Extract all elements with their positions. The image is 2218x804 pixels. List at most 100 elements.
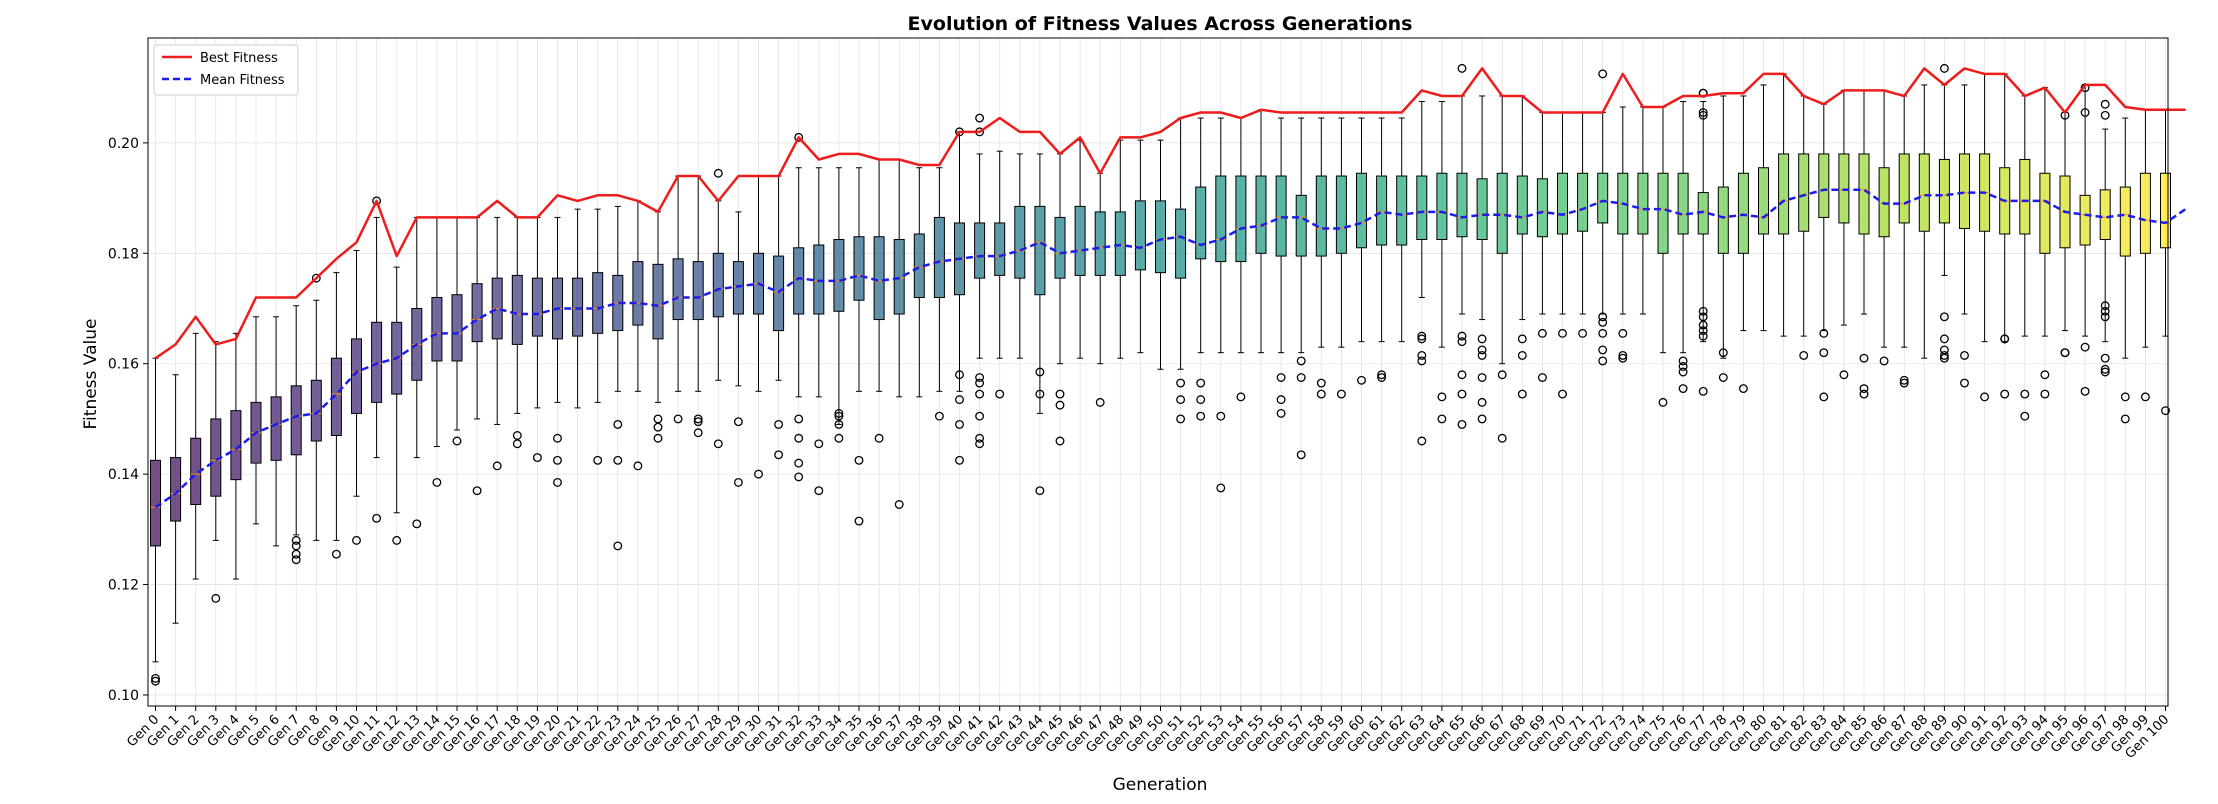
box-plot-gen-74 (1637, 106, 1649, 315)
box-plot-gen-15 (451, 216, 463, 431)
box-plot-gen-26 (672, 175, 684, 392)
box-plot-gen-87 (1898, 95, 1910, 348)
flier-point (352, 535, 361, 545)
flier-point (814, 439, 824, 449)
flier-point (794, 414, 804, 424)
flier-point (975, 433, 985, 443)
flier-point (2100, 367, 2110, 377)
box-body (732, 261, 744, 315)
flier-point (1698, 306, 1708, 316)
flier-point (1437, 392, 1447, 402)
box-plot-gen-35 (853, 167, 865, 392)
flier-point (1417, 356, 1427, 366)
flier-point (1558, 389, 1567, 399)
flier-point (432, 477, 442, 487)
box-body (2139, 172, 2151, 254)
box-body (1255, 175, 1267, 254)
flier-point (1960, 378, 1969, 388)
flier-point (1276, 408, 1286, 418)
legend-best-fitness-label: Best Fitness (200, 51, 278, 66)
plot-frame (147, 37, 2169, 707)
box-plot-gen-44 (1034, 153, 1046, 414)
box-plot-gen-83 (1818, 103, 1830, 332)
flier-point (1819, 392, 1829, 402)
box-plot-gen-55 (1255, 109, 1267, 354)
flier-point (955, 395, 964, 405)
flier-point (1859, 389, 1869, 399)
y-tick-label: 0.14 (108, 467, 139, 483)
flier-point (1316, 389, 1326, 399)
y-tick-label: 0.10 (108, 688, 139, 704)
box-body (1134, 200, 1146, 271)
box-plot-gen-67 (1496, 95, 1508, 365)
box-plot-gen-62 (1396, 117, 1408, 343)
box-plot-gen-84 (1838, 89, 1850, 326)
flier-point (2100, 99, 2110, 109)
box-body (1436, 172, 1448, 241)
flier-point (1296, 450, 1306, 460)
flier-point (653, 414, 663, 424)
box-body (1798, 153, 1810, 232)
flier-point (1658, 397, 1668, 407)
box-plot-gen-9 (330, 272, 342, 541)
flier-point (1698, 326, 1708, 336)
box-body (451, 294, 463, 362)
flier-point (2080, 386, 2090, 396)
flier-point (774, 450, 784, 460)
flier-point (1457, 370, 1467, 380)
box-body (431, 296, 443, 362)
box-plot-gen-52 (1195, 117, 1207, 354)
flier-point (1216, 411, 1226, 421)
flier-point (1357, 375, 1366, 385)
flier-point (1598, 356, 1608, 366)
flier-point (1417, 436, 1427, 446)
flier-point (1417, 334, 1427, 344)
box-plot-gen-29 (732, 211, 744, 387)
box-plot-gen-94 (2039, 87, 2051, 337)
flier-point (854, 455, 864, 465)
flier-point (613, 419, 623, 429)
flier-point (1939, 63, 1949, 73)
flier-point (1718, 373, 1728, 382)
flier-point (733, 477, 743, 487)
flier-point (1537, 373, 1547, 382)
box-body (1235, 175, 1247, 263)
flier-point (1276, 373, 1286, 382)
box-body (1476, 178, 1488, 241)
box-body (1416, 175, 1428, 241)
box-plot-gen-6 (270, 316, 282, 547)
flier-point (2080, 342, 2090, 352)
flier-point (1276, 395, 1286, 405)
flier-point (1618, 350, 1628, 360)
flier-point (1477, 350, 1487, 360)
box-body (1717, 186, 1729, 254)
box-plot-gen-7 (290, 305, 302, 536)
flier-point (1578, 328, 1588, 338)
flier-point (1939, 345, 1949, 355)
box-body (1496, 172, 1508, 254)
box-plot-gen-78 (1717, 95, 1729, 359)
box-body (1778, 153, 1790, 235)
box-body (1396, 175, 1408, 246)
flier-point (1558, 328, 1567, 338)
box-body (1315, 175, 1327, 257)
flier-point (693, 414, 703, 424)
box-plot-gen-56 (1275, 117, 1287, 354)
flier-point (1939, 334, 1949, 344)
box-plot-gen-68 (1516, 95, 1528, 321)
box-body (2160, 172, 2171, 249)
grid-lines (148, 38, 2168, 706)
box-body (893, 239, 905, 315)
flier-point (1477, 414, 1487, 424)
box-body (1737, 172, 1749, 254)
flier-point (331, 549, 341, 559)
flier-point (291, 535, 301, 545)
flier-point (613, 455, 623, 465)
box-plot-gen-79 (1737, 95, 1749, 332)
box-plot-gen-91 (1979, 73, 1991, 343)
flier-point (291, 541, 301, 551)
flier-point (2060, 348, 2070, 358)
flier-point (2100, 312, 2110, 322)
